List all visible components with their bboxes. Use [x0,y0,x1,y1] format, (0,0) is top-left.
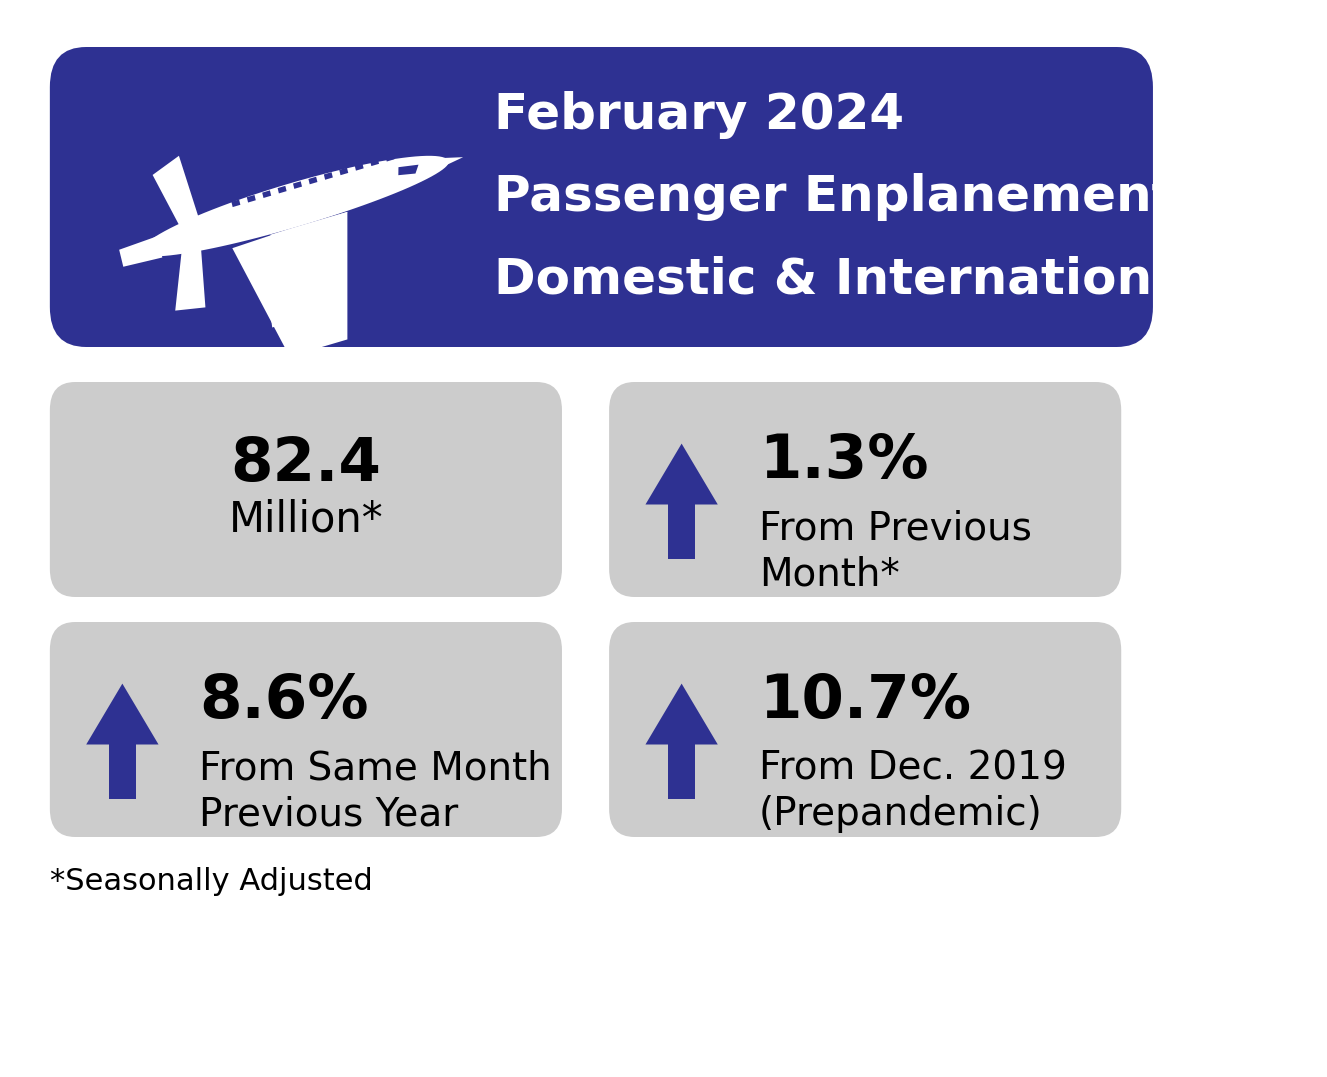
Polygon shape [109,742,135,799]
Polygon shape [370,158,380,166]
Polygon shape [669,502,695,559]
Text: From Dec. 2019
(Prepandemic): From Dec. 2019 (Prepandemic) [759,750,1067,833]
Polygon shape [431,140,441,148]
Polygon shape [86,684,158,744]
Polygon shape [231,199,240,207]
Text: 82.4: 82.4 [231,435,381,494]
Polygon shape [324,172,333,180]
Polygon shape [247,195,256,202]
Polygon shape [385,154,394,162]
Polygon shape [354,163,364,170]
FancyBboxPatch shape [50,382,561,597]
Text: Million*: Million* [228,499,384,541]
Polygon shape [175,247,206,310]
Polygon shape [398,165,418,176]
Text: From Same Month
Previous Year: From Same Month Previous Year [199,750,552,833]
Polygon shape [269,292,330,327]
Polygon shape [645,684,718,744]
FancyBboxPatch shape [50,623,561,837]
Polygon shape [277,186,287,194]
FancyBboxPatch shape [609,623,1121,837]
Polygon shape [289,212,348,235]
Text: 10.7%: 10.7% [759,672,971,731]
Polygon shape [417,144,425,153]
Polygon shape [340,168,348,176]
Text: 1.3%: 1.3% [759,432,929,491]
FancyBboxPatch shape [50,47,1153,347]
Text: Passenger Enplanements,: Passenger Enplanements, [494,173,1225,221]
Polygon shape [263,191,271,198]
Polygon shape [153,156,200,229]
Polygon shape [293,181,303,188]
Text: *Seasonally Adjusted: *Seasonally Adjusted [50,867,373,896]
Polygon shape [669,742,695,799]
Text: Domestic & International: Domestic & International [494,255,1204,303]
Polygon shape [119,236,162,267]
Text: From Previous
Month*: From Previous Month* [759,509,1031,593]
Polygon shape [141,156,449,256]
Polygon shape [232,212,348,356]
Text: February 2024: February 2024 [494,90,904,139]
FancyBboxPatch shape [609,382,1121,597]
Polygon shape [427,157,463,172]
Polygon shape [308,177,317,184]
Polygon shape [401,150,410,157]
Text: 8.6%: 8.6% [199,672,369,731]
Polygon shape [271,229,295,253]
Polygon shape [645,444,718,504]
